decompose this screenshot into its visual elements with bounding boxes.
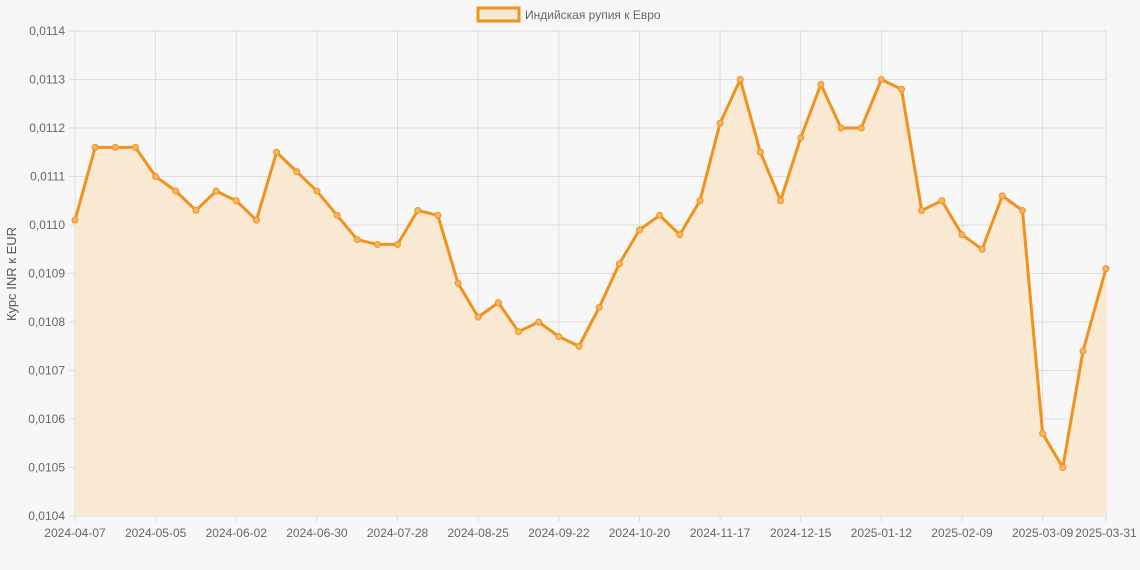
data-point[interactable] [777,197,785,205]
data-point[interactable] [111,143,119,151]
x-tick-label: 2025-01-12 [851,526,913,540]
data-point[interactable] [958,231,966,239]
x-axis-ticks: 2024-04-07 2024-05-05 2024-06-02 2024-06-30… [44,526,1137,540]
data-point[interactable] [91,143,99,151]
x-tick-label: 2024-06-02 [206,526,268,540]
x-tick-label: 2024-12-15 [770,526,832,540]
data-point[interactable] [595,303,603,311]
y-tick-label: 0,0112 [29,121,65,135]
series-area [75,79,1106,516]
data-point[interactable] [837,124,845,132]
y-tick-label: 0,0110 [29,218,65,232]
y-axis-title: Курс INR к EUR [4,227,19,321]
data-point[interactable] [434,211,442,219]
x-tick-label: 2024-07-28 [367,526,429,540]
data-point[interactable] [797,134,805,142]
x-tick-label: 2024-11-17 [690,526,751,540]
data-point[interactable] [918,206,926,214]
x-tick-label: 2024-09-22 [528,526,590,540]
data-point[interactable] [615,260,623,268]
data-point[interactable] [696,197,704,205]
y-tick-label: 0,0107 [28,364,65,378]
data-point[interactable] [474,313,482,321]
data-point[interactable] [1079,347,1087,355]
data-point[interactable] [1018,206,1026,214]
y-tick-label: 0,0114 [29,24,65,38]
data-point[interactable] [877,76,885,83]
legend-label: Индийская рупия к Евро [525,8,661,22]
data-point[interactable] [232,197,240,205]
y-tick-label: 0,0111 [30,170,65,184]
data-point[interactable] [131,143,139,151]
x-tick-label: 2024-05-05 [125,526,187,540]
data-point[interactable] [1102,265,1110,273]
data-point[interactable] [333,211,341,219]
data-point[interactable] [817,80,825,88]
x-tick-label: 2025-02-09 [931,526,993,540]
data-point[interactable] [273,148,281,156]
data-point[interactable] [756,148,764,156]
x-tick-label: 2024-08-25 [447,526,509,540]
data-point[interactable] [1059,464,1067,471]
y-tick-label: 0,0104 [28,509,65,523]
data-point[interactable] [313,187,321,195]
x-tick-label: 2025-03-31 [1075,526,1137,540]
data-point[interactable] [394,240,402,248]
data-point[interactable] [716,119,724,127]
data-point[interactable] [414,206,422,214]
data-point[interactable] [635,226,643,234]
data-point[interactable] [1039,430,1047,438]
data-point[interactable] [898,85,906,93]
data-point[interactable] [575,342,583,350]
y-tick-label: 0,0108 [28,315,65,329]
data-point[interactable] [454,279,462,287]
data-point[interactable] [656,211,664,219]
x-tick-label: 2024-10-20 [609,526,671,540]
x-tick-label: 2024-06-30 [286,526,348,540]
data-point[interactable] [192,206,200,214]
data-point[interactable] [71,216,79,224]
data-point[interactable] [535,318,543,326]
data-point[interactable] [555,333,563,341]
x-tick-label: 2024-04-07 [44,526,106,540]
y-tick-label: 0,0105 [28,461,65,475]
data-point[interactable] [857,124,865,132]
data-point[interactable] [373,240,381,248]
series-group [71,76,1110,516]
data-point[interactable] [998,192,1006,200]
data-point[interactable] [736,76,744,83]
series-line [73,78,1108,469]
data-point[interactable] [252,216,260,224]
x-tick-label: 2025-03-09 [1012,526,1074,540]
y-tick-label: 0,0113 [29,73,65,87]
y-tick-label: 0,0109 [28,267,65,281]
y-tick-label: 0,0106 [28,412,65,426]
data-point[interactable] [293,168,301,176]
data-point[interactable] [494,299,502,307]
data-point[interactable] [212,187,220,195]
data-point[interactable] [978,245,986,253]
data-point[interactable] [152,173,160,180]
data-point[interactable] [172,187,180,195]
data-point[interactable] [353,236,361,244]
legend-swatch [476,6,521,23]
data-point[interactable] [515,328,523,336]
legend[interactable]: Индийская рупия к Евро [476,6,661,23]
data-point[interactable] [938,197,946,205]
data-point[interactable] [676,231,684,239]
y-axis-ticks: 0,0104 0,0105 0,0106 0,0107 0,0108 0,0109 0,01… [28,24,65,523]
